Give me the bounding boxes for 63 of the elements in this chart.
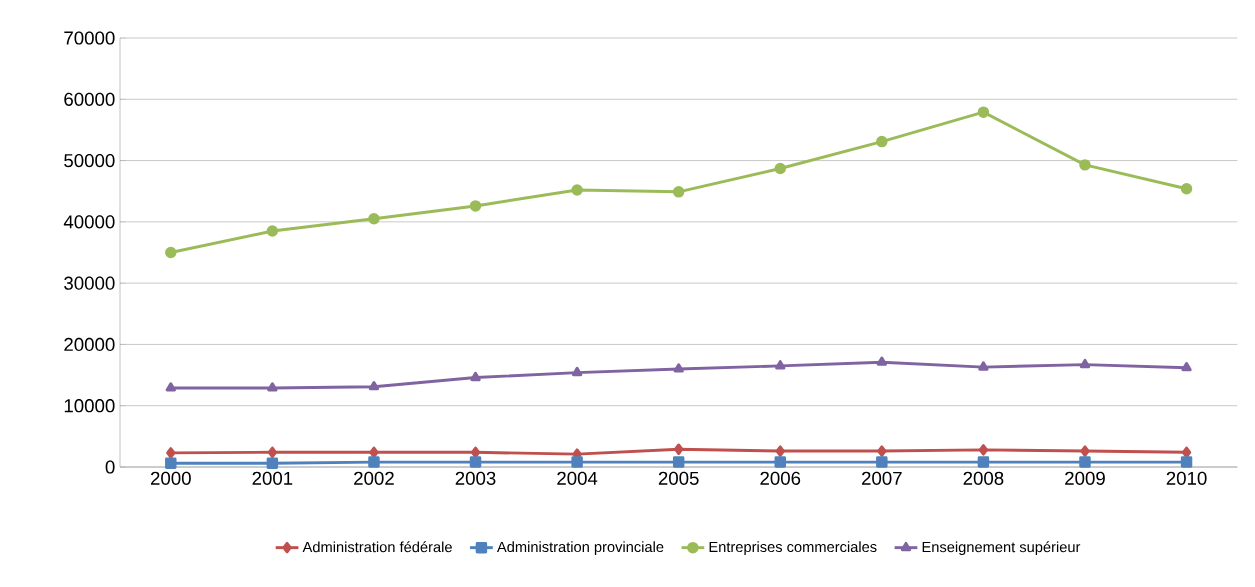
point — [165, 457, 177, 470]
point — [571, 456, 583, 468]
point — [774, 162, 786, 175]
point — [470, 371, 481, 382]
point — [877, 445, 887, 457]
x-tick-label: 2010 — [1166, 471, 1207, 485]
point — [775, 445, 785, 457]
point — [876, 135, 888, 148]
point — [166, 447, 176, 459]
x-tick-label: 2009 — [1065, 471, 1105, 485]
x-tick-label: 2002 — [354, 471, 394, 485]
point — [368, 380, 380, 391]
point — [876, 356, 887, 366]
point — [978, 444, 989, 456]
point — [1080, 445, 1090, 457]
point — [775, 360, 786, 370]
legend-label: Administration provinciale — [496, 541, 664, 555]
point — [165, 382, 176, 392]
y-tick-label: 10000 — [64, 399, 115, 413]
y-tick-label: 70000 — [64, 31, 115, 45]
point — [571, 184, 583, 196]
point — [469, 200, 482, 212]
y-tick-label: 40000 — [63, 215, 115, 229]
x-tick-label: 2004 — [557, 471, 598, 485]
x-tick-label: 2008 — [963, 471, 1004, 485]
y-tick-label: 0 — [105, 460, 115, 474]
point — [267, 382, 278, 392]
point — [1079, 159, 1091, 171]
x-tick-label: 2005 — [658, 471, 699, 485]
point — [674, 443, 684, 455]
point — [977, 106, 990, 118]
point — [978, 361, 989, 371]
legend-label: Entreprises commerciales — [709, 541, 877, 555]
point — [571, 366, 583, 377]
point — [774, 456, 786, 468]
legend-label: Administration fédérale — [302, 541, 452, 553]
y-tick-label: 60000 — [64, 92, 115, 106]
point — [1180, 183, 1193, 195]
legend-label: Enseignement supérieur — [922, 541, 1081, 556]
point — [266, 225, 279, 237]
point — [876, 456, 888, 468]
point — [1181, 361, 1192, 372]
x-tick-label: 2001 — [252, 471, 293, 485]
x-tick-label: 2006 — [760, 471, 801, 485]
point — [368, 213, 380, 225]
point — [368, 456, 380, 468]
point — [672, 456, 685, 468]
y-tick-label: 20000 — [64, 337, 115, 352]
point — [1079, 358, 1091, 369]
x-tick-label: 2003 — [455, 471, 496, 485]
x-tick-label: 2007 — [862, 471, 902, 485]
point — [1079, 456, 1091, 468]
point — [165, 246, 177, 259]
point — [266, 457, 279, 470]
point — [673, 363, 684, 373]
x-tick-label: 2000 — [150, 471, 191, 485]
y-tick-label: 30000 — [64, 276, 115, 290]
point — [977, 456, 990, 468]
point — [267, 446, 278, 459]
y-tick-label: 50000 — [64, 153, 115, 168]
point — [1180, 456, 1193, 468]
point — [469, 456, 482, 468]
point — [672, 186, 685, 198]
